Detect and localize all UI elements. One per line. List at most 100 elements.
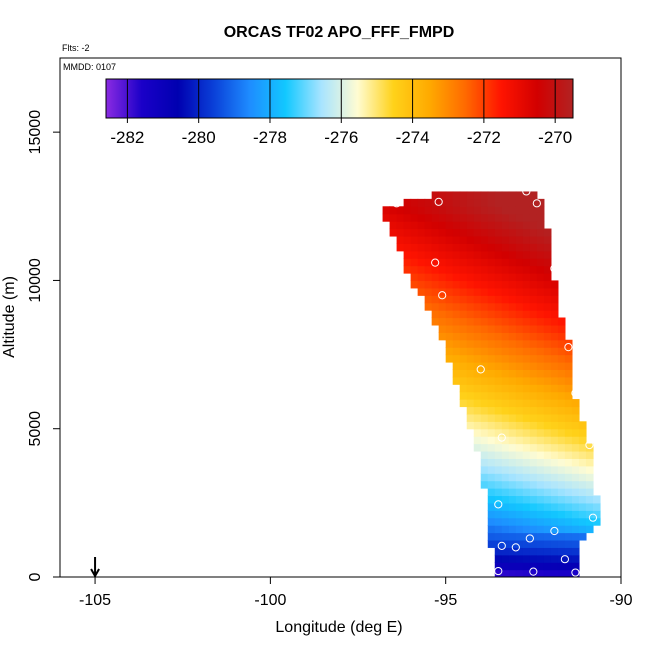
observation-point xyxy=(392,199,401,208)
heatmap-cell xyxy=(424,258,433,267)
heatmap-cell xyxy=(522,302,531,311)
heatmap-cell xyxy=(564,562,573,571)
heatmap-cell xyxy=(543,495,552,504)
heatmap-cell xyxy=(515,488,524,497)
heatmap-cell xyxy=(557,502,566,511)
heatmap-cell xyxy=(466,310,475,319)
heatmap-cell xyxy=(522,198,531,207)
observation-point xyxy=(476,365,485,374)
heatmap-cell xyxy=(410,273,419,282)
heatmap-cell xyxy=(536,324,545,333)
heatmap-cell xyxy=(487,221,496,230)
heatmap-cell xyxy=(550,495,559,504)
heatmap-cell xyxy=(515,206,524,215)
heatmap-cell xyxy=(487,391,496,400)
heatmap-cell xyxy=(564,480,573,489)
heatmap-cell xyxy=(494,421,503,430)
heatmap-cell xyxy=(487,443,496,452)
heatmap-cell xyxy=(536,228,545,237)
heatmap-cell xyxy=(487,243,496,252)
heatmap-cell xyxy=(515,525,524,534)
flights-label: Flts: -2 xyxy=(62,43,90,53)
heatmap-cell xyxy=(487,421,496,430)
heatmap-cell xyxy=(557,332,566,341)
heatmap-cells xyxy=(382,191,601,577)
heatmap-cell xyxy=(536,339,545,348)
heatmap-cell xyxy=(550,332,559,341)
heatmap-cell xyxy=(396,213,405,222)
observation-point xyxy=(434,197,443,206)
heatmap-cell xyxy=(508,235,517,244)
heatmap-cell xyxy=(452,280,461,289)
heatmap-cell xyxy=(452,376,461,385)
heatmap-cell xyxy=(501,347,510,356)
heatmap-cell xyxy=(494,510,503,519)
heatmap-cell xyxy=(522,384,531,393)
heatmap-cell xyxy=(550,480,559,489)
heatmap-cell xyxy=(529,421,538,430)
heatmap-cell xyxy=(466,332,475,341)
heatmap-cell xyxy=(438,243,447,252)
heatmap-cell xyxy=(543,347,552,356)
heatmap-cell xyxy=(431,221,440,230)
heatmap-cell xyxy=(473,361,482,370)
heatmap-cell xyxy=(417,265,426,274)
observation-point xyxy=(588,513,598,522)
heatmap-cell xyxy=(585,525,594,534)
heatmap-cell xyxy=(564,473,573,482)
heatmap-cell xyxy=(571,510,580,519)
heatmap-cell xyxy=(452,324,461,333)
heatmap-cell xyxy=(494,532,503,541)
heatmap-cell xyxy=(529,287,538,296)
heatmap-cell xyxy=(529,250,538,259)
heatmap-cell xyxy=(403,243,412,252)
heatmap-cell xyxy=(536,406,545,415)
heatmap-cell xyxy=(494,525,503,534)
heatmap-cell xyxy=(508,280,517,289)
heatmap-cell xyxy=(480,406,489,415)
heatmap-cell xyxy=(529,465,538,474)
heatmap-cell xyxy=(578,532,587,541)
heatmap-cell xyxy=(501,206,510,215)
heatmap-cell xyxy=(529,258,538,267)
heatmap-cell xyxy=(543,250,552,259)
heatmap-cell xyxy=(431,213,440,222)
heatmap-cell xyxy=(431,317,440,326)
heatmap-cell xyxy=(543,465,552,474)
heatmap-cell xyxy=(536,273,545,282)
heatmap-cell xyxy=(459,287,468,296)
heatmap-cell xyxy=(536,421,545,430)
heatmap-cell xyxy=(515,273,524,282)
heatmap-cell xyxy=(564,488,573,497)
heatmap-cell xyxy=(515,376,524,385)
heatmap-cell xyxy=(438,250,447,259)
heatmap-cell xyxy=(557,458,566,467)
heatmap-cell xyxy=(466,287,475,296)
heatmap-cell xyxy=(431,310,440,319)
heatmap-cell xyxy=(431,302,440,311)
heatmap-cell xyxy=(480,287,489,296)
heatmap-cell xyxy=(431,273,440,282)
heatmap-cell xyxy=(543,339,552,348)
heatmap-cell xyxy=(529,495,538,504)
heatmap-cell xyxy=(522,228,531,237)
heatmap-cell xyxy=(536,436,545,445)
heatmap-cell xyxy=(501,198,510,207)
heatmap-cell xyxy=(557,569,566,577)
heatmap-cell xyxy=(473,310,482,319)
heatmap-cell xyxy=(480,324,489,333)
heatmap-cell xyxy=(508,502,517,511)
heatmap-cell xyxy=(445,213,454,222)
heatmap-cell xyxy=(459,265,468,274)
heatmap-cell xyxy=(417,221,426,230)
heatmap-cell xyxy=(571,525,580,534)
heatmap-cell xyxy=(522,510,531,519)
heatmap-cell xyxy=(522,243,531,252)
heatmap-cell xyxy=(508,473,517,482)
heatmap-cell xyxy=(473,347,482,356)
heatmap-cell xyxy=(466,421,475,430)
heatmap-cell xyxy=(508,480,517,489)
heatmap-cell xyxy=(487,450,496,459)
heatmap-cell xyxy=(557,517,566,526)
heatmap-cell xyxy=(501,361,510,370)
